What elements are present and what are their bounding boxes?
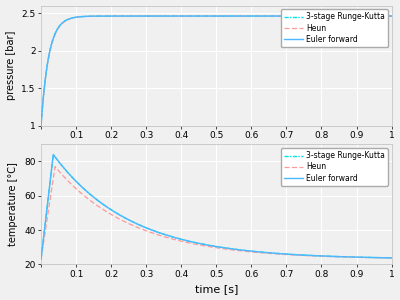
3-stage Runge-Kutta (300, 14, 305, 18)
Euler forward (39, 124, 44, 128)
3-stage Runge-Kutta (267, 251, 272, 255)
Line: Euler forward: Euler forward (41, 16, 392, 126)
3-stage Runge-Kutta (389, 14, 394, 18)
3-stage Runge-Kutta (39, 124, 44, 128)
Heun (172, 14, 177, 18)
Heun (39, 257, 44, 261)
Euler forward (389, 256, 394, 260)
Heun (300, 14, 305, 18)
Heun (389, 256, 394, 260)
Heun (53, 165, 58, 168)
3-stage Runge-Kutta (249, 14, 254, 18)
3-stage Runge-Kutta (327, 254, 332, 258)
3-stage Runge-Kutta (173, 236, 178, 239)
Euler forward (300, 253, 305, 257)
Heun (327, 255, 332, 258)
Euler forward (173, 236, 178, 239)
Euler forward (249, 249, 254, 253)
Line: 3-stage Runge-Kutta: 3-stage Runge-Kutta (41, 16, 392, 126)
3-stage Runge-Kutta (300, 253, 305, 257)
Heun (173, 238, 178, 242)
Line: Heun: Heun (41, 167, 392, 259)
Heun (327, 14, 332, 18)
Heun (267, 252, 272, 255)
Euler forward (300, 14, 305, 18)
Euler forward (327, 14, 332, 18)
Euler forward (249, 14, 254, 18)
Heun (389, 14, 394, 18)
3-stage Runge-Kutta (317, 14, 322, 18)
3-stage Runge-Kutta (267, 14, 272, 18)
Heun (39, 124, 44, 128)
Euler forward (102, 204, 107, 207)
X-axis label: time [s]: time [s] (195, 284, 238, 294)
3-stage Runge-Kutta (51, 153, 56, 156)
Heun (300, 254, 305, 257)
Y-axis label: pressure [bar]: pressure [bar] (6, 31, 16, 100)
Euler forward (327, 254, 332, 258)
Line: 3-stage Runge-Kutta: 3-stage Runge-Kutta (41, 154, 392, 259)
Legend: 3-stage Runge-Kutta, Heun, Euler forward: 3-stage Runge-Kutta, Heun, Euler forward (281, 9, 388, 47)
Line: Heun: Heun (41, 16, 392, 126)
Line: Euler forward: Euler forward (41, 154, 392, 259)
Heun (249, 250, 254, 254)
Euler forward (267, 14, 272, 18)
3-stage Runge-Kutta (39, 257, 44, 261)
3-stage Runge-Kutta (327, 14, 332, 18)
Heun (267, 14, 272, 18)
3-stage Runge-Kutta (172, 14, 177, 18)
3-stage Runge-Kutta (102, 204, 107, 207)
Heun (325, 14, 330, 18)
Euler forward (172, 14, 177, 18)
Euler forward (267, 251, 272, 255)
Euler forward (389, 14, 394, 18)
Euler forward (320, 14, 324, 18)
Y-axis label: temperature [°C]: temperature [°C] (8, 162, 18, 246)
Euler forward (39, 257, 44, 261)
Heun (102, 209, 107, 212)
Euler forward (102, 14, 107, 18)
3-stage Runge-Kutta (102, 14, 107, 18)
3-stage Runge-Kutta (389, 256, 394, 260)
Heun (249, 14, 254, 18)
Euler forward (51, 153, 56, 156)
Legend: 3-stage Runge-Kutta, Heun, Euler forward: 3-stage Runge-Kutta, Heun, Euler forward (281, 148, 388, 186)
3-stage Runge-Kutta (249, 249, 254, 253)
Heun (102, 14, 107, 18)
